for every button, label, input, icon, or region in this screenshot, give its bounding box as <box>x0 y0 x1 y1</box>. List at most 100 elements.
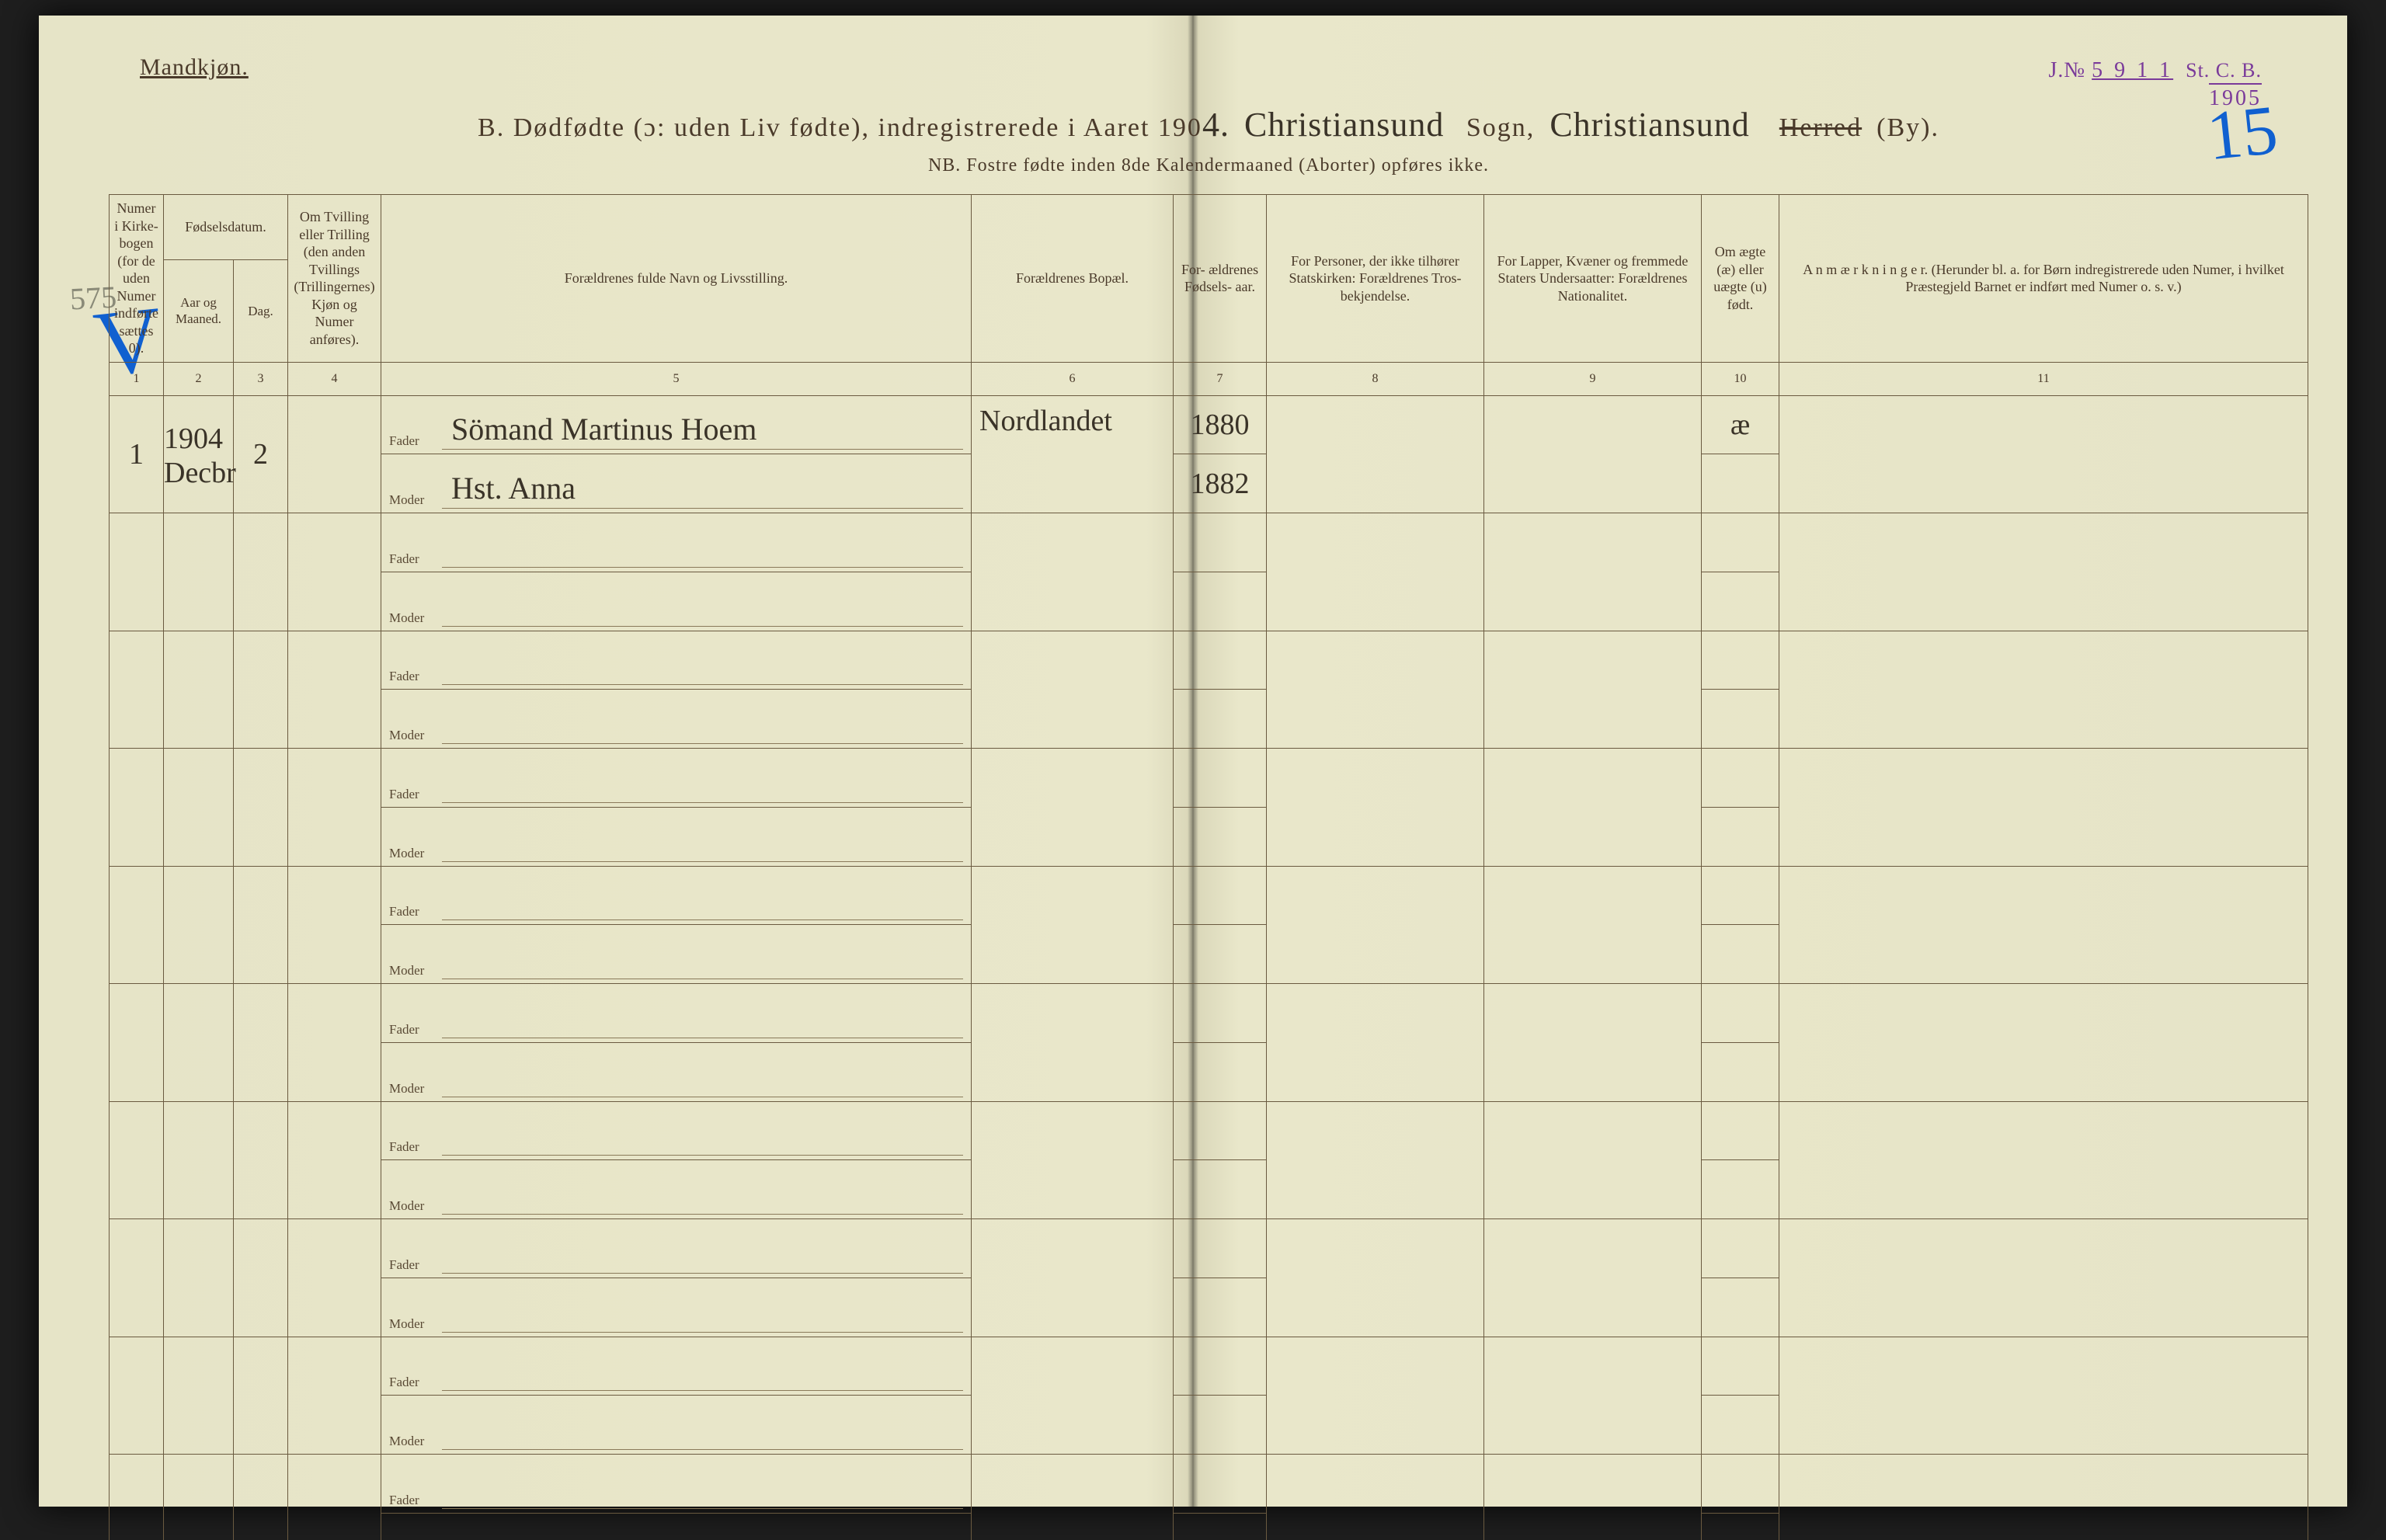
cell-c6 <box>972 513 1174 631</box>
th-num-7: 7 <box>1174 362 1267 395</box>
fader-label: Fader <box>389 904 419 919</box>
cell-c8 <box>1267 749 1484 867</box>
cell-c11 <box>1779 866 2308 984</box>
th-c23: Fødselsdatum. <box>164 195 288 260</box>
cell-c4 <box>288 749 381 867</box>
ledger-table-wrap: Numer i Kirke- bogen (for de uden Numer … <box>109 194 2308 1476</box>
cell-c7-fader: 1880 <box>1174 395 1267 454</box>
paper-spread: 575 V Mandkjøn. B. Dødfødte (ɔ: uden Liv… <box>39 16 2347 1507</box>
cell-c10-bot <box>1702 1513 1779 1540</box>
cell-c3 <box>234 1101 288 1219</box>
cell-c9 <box>1484 984 1702 1102</box>
fader-name: Sömand Martinus Hoem <box>451 411 756 447</box>
cell-c7-fader <box>1174 513 1267 572</box>
cell-c5-moder: Moder <box>381 807 972 866</box>
cell-c2 <box>164 1455 234 1540</box>
ledger-thead: Numer i Kirke- bogen (for de uden Numer … <box>110 195 2308 396</box>
cell-c8 <box>1267 631 1484 749</box>
cell-c9 <box>1484 1101 1702 1219</box>
cell-c7-moder <box>1174 690 1267 749</box>
th-c3: Dag. <box>234 260 288 362</box>
cell-c1 <box>110 513 164 631</box>
cell-c7-fader-value: 1880 <box>1174 396 1266 454</box>
cell-c5-moder: Moder <box>381 1160 972 1219</box>
cell-c7-fader <box>1174 1455 1267 1514</box>
cell-c9 <box>1484 395 1702 513</box>
cell-c7-fader <box>1174 1219 1267 1278</box>
stamp-jn-number: 5 9 1 1 <box>2092 58 2173 82</box>
moder-label: Moder <box>389 492 424 508</box>
cell-c2 <box>164 1101 234 1219</box>
cell-c10-bot <box>1702 690 1779 749</box>
moder-underline <box>442 508 963 509</box>
fader-label: Fader <box>389 1022 419 1038</box>
cell-c4 <box>288 631 381 749</box>
cell-c1 <box>110 1337 164 1455</box>
cell-c5-fader: Fader <box>381 1455 972 1514</box>
moder-underline <box>442 1332 963 1333</box>
stamp-jn-label: J.№ <box>2049 58 2086 82</box>
cell-c11 <box>1779 749 2308 867</box>
cell-c6: Nordlandet <box>972 395 1174 513</box>
cell-c6 <box>972 749 1174 867</box>
table-row: Fader <box>110 631 2308 690</box>
cell-c9 <box>1484 1455 1702 1540</box>
cell-c9 <box>1484 513 1702 631</box>
cell-c3 <box>234 1455 288 1540</box>
th-num-2: 2 <box>164 362 234 395</box>
fader-label: Fader <box>389 1139 419 1155</box>
th-num-1: 1 <box>110 362 164 395</box>
cell-c8 <box>1267 1219 1484 1337</box>
cell-c4 <box>288 1337 381 1455</box>
cell-c5-fader: Fader <box>381 1337 972 1396</box>
cell-c10-top <box>1702 1219 1779 1278</box>
cell-c7-fader <box>1174 1337 1267 1396</box>
th-c5: Forældrenes fulde Navn og Livsstilling. <box>381 195 972 363</box>
cell-c4 <box>288 984 381 1102</box>
cell-c5-fader: Fader <box>381 1219 972 1278</box>
cell-c7-moder: 1882 <box>1174 454 1267 513</box>
moder-label: Moder <box>389 1316 424 1332</box>
cell-c2 <box>164 513 234 631</box>
fader-underline <box>442 1155 963 1156</box>
cell-c6 <box>972 866 1174 984</box>
cell-c7-moder <box>1174 1160 1267 1219</box>
fader-underline <box>442 449 963 450</box>
th-c8: For Personer, der ikke tilhører Statskir… <box>1267 195 1484 363</box>
archive-stamp: J.№ 5 9 1 1 St. C. B. 1905 <box>2049 58 2263 111</box>
cell-c4 <box>288 1101 381 1219</box>
cell-c10-top <box>1702 1337 1779 1396</box>
moder-underline <box>442 626 963 627</box>
cell-c1-value: 1 <box>110 396 163 513</box>
cell-c10-bot <box>1702 925 1779 984</box>
cell-c10-top <box>1702 631 1779 690</box>
cell-c5-moder: Moder <box>381 1042 972 1101</box>
cell-c7-fader <box>1174 749 1267 808</box>
cell-c3 <box>234 1337 288 1455</box>
cell-c5-fader: Fader <box>381 984 972 1043</box>
table-row: Fader <box>110 1219 2308 1278</box>
cell-c5-fader: Fader <box>381 1101 972 1160</box>
moder-label: Moder <box>389 1081 424 1097</box>
moder-underline <box>442 1214 963 1215</box>
cell-c7-moder-value: 1882 <box>1174 454 1266 513</box>
th-c4: Om Tvilling eller Trilling (den anden Tv… <box>288 195 381 363</box>
moder-label: Moder <box>389 610 424 626</box>
table-row: Fader <box>110 749 2308 808</box>
table-row: Fader <box>110 1455 2308 1514</box>
cell-c8 <box>1267 1101 1484 1219</box>
cell-c6-value: Nordlandet <box>979 404 1112 507</box>
cell-c8 <box>1267 1337 1484 1455</box>
th-c11: A n m æ r k n i n g e r. (Herunder bl. a… <box>1779 195 2308 363</box>
cell-c5-moder: Moder <box>381 1278 972 1337</box>
cell-c2-year: 1904 <box>164 422 223 456</box>
fader-label: Fader <box>389 669 419 684</box>
cell-c9 <box>1484 866 1702 984</box>
cell-c1 <box>110 749 164 867</box>
moder-label: Moder <box>389 728 424 743</box>
th-num-8: 8 <box>1267 362 1484 395</box>
fader-underline <box>442 1508 963 1509</box>
cell-c3 <box>234 866 288 984</box>
cell-c5-moder: Moder <box>381 1396 972 1455</box>
page-content: 575 V Mandkjøn. B. Dødfødte (ɔ: uden Liv… <box>109 39 2308 1476</box>
